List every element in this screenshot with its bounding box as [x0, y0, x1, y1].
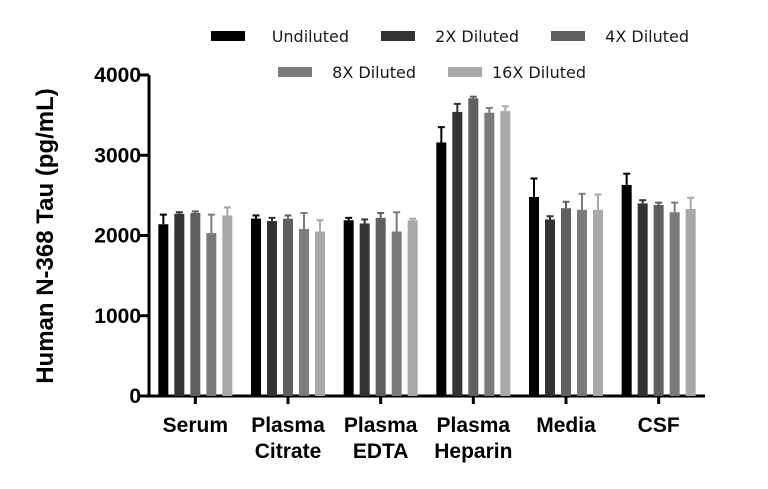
y-axis-title: Human N-368 Tau (pg/mL)	[32, 88, 59, 384]
bar-undiluted	[251, 218, 261, 396]
bar-16x-diluted	[685, 209, 696, 396]
bar-2x-diluted	[545, 219, 555, 396]
x-tick-label: Plasma	[251, 414, 325, 437]
legend: Undiluted 2X Diluted 4X Diluted 8X Diluted 1…	[211, 27, 689, 82]
bar-4x-diluted	[468, 98, 479, 397]
x-tick-label: Serum	[163, 414, 228, 437]
x-tick-label: Media	[536, 414, 596, 437]
y-tick-label: 4000	[94, 64, 141, 87]
bar-8x-diluted	[391, 231, 402, 396]
bar-undiluted	[529, 196, 539, 396]
y-tick-label: 2000	[94, 225, 141, 248]
bar-8x-diluted	[206, 233, 217, 396]
bar-4x-diluted	[283, 218, 293, 396]
bar-undiluted	[343, 220, 354, 396]
bar-4x-diluted	[561, 208, 571, 396]
legend-label-2x-diluted: 2X Diluted	[435, 27, 519, 46]
bar-2x-diluted	[267, 221, 277, 396]
legend-label-8x-diluted: 8X Diluted	[332, 63, 416, 82]
legend-swatch-8x-diluted	[278, 67, 312, 77]
x-tick-label: Citrate	[255, 440, 322, 463]
x-tick-label: EDTA	[353, 440, 409, 463]
bar-16x-diluted	[593, 209, 603, 396]
bar-2x-diluted	[637, 203, 648, 396]
bar-8x-diluted	[669, 212, 680, 396]
bar-8x-diluted	[299, 229, 309, 396]
y-tick-label: 1000	[94, 305, 141, 328]
y-tick-label: 0	[129, 385, 141, 408]
bar-16x-diluted	[315, 231, 325, 396]
legend-swatch-4x-diluted	[551, 31, 585, 41]
bar-2x-diluted	[174, 213, 185, 396]
x-tick-label: CSF	[638, 414, 680, 437]
x-tick-label: Plasma	[437, 414, 511, 437]
bar-2x-diluted	[452, 111, 463, 396]
x-tick-label: Heparin	[434, 440, 512, 463]
bar-undiluted	[436, 142, 447, 396]
legend-swatch-16x-diluted	[448, 67, 482, 77]
bar-8x-diluted	[577, 209, 587, 396]
legend-label-16x-diluted: 16X Diluted	[492, 63, 586, 82]
legend-swatch-undiluted	[211, 31, 245, 41]
bar-8x-diluted	[484, 112, 495, 396]
bar-16x-diluted	[500, 111, 511, 397]
y-tick-label: 3000	[94, 144, 141, 167]
bar-4x-diluted	[190, 213, 201, 396]
bar-16x-diluted	[222, 215, 233, 396]
bar-2x-diluted	[359, 223, 370, 396]
bar-undiluted	[621, 184, 632, 396]
legend-swatch-2x-diluted	[381, 31, 415, 41]
bar-undiluted	[158, 224, 169, 396]
bar-16x-diluted	[407, 220, 418, 396]
bar-4x-diluted	[653, 205, 664, 396]
bars	[158, 95, 696, 397]
bar-4x-diluted	[375, 217, 386, 396]
x-axis: Serum Plasma Citrate Plasma EDTA Plasma Hepari…	[147, 394, 705, 463]
legend-label-4x-diluted: 4X Diluted	[605, 27, 689, 46]
y-axis: 0 1000 2000 3000 4000	[94, 64, 151, 408]
x-tick-label: Plasma	[344, 414, 418, 437]
legend-label-undiluted: Undiluted	[272, 27, 349, 46]
